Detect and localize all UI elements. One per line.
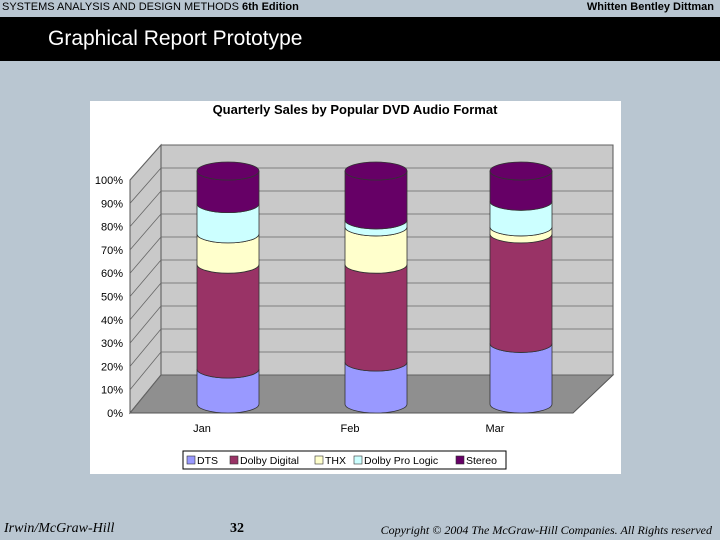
legend-swatch <box>186 455 196 465</box>
y-tick-label: 60% <box>101 268 123 280</box>
legend-label: Dolby Digital <box>240 455 299 467</box>
gridline <box>129 282 613 321</box>
y-tick-label: 20% <box>101 361 123 373</box>
legend-swatch <box>229 455 239 465</box>
chart-bars <box>196 161 553 414</box>
gridline <box>129 213 613 251</box>
gridline <box>129 328 613 367</box>
legend-swatch <box>455 455 465 465</box>
y-tick-label: 80% <box>101 222 123 234</box>
y-tick-label: 70% <box>101 245 123 257</box>
y-tick-label: 10% <box>101 385 123 397</box>
gridline <box>129 167 613 204</box>
bar-segment <box>344 264 408 372</box>
legend-label: DTS <box>197 455 218 467</box>
top-bar: SYSTEMS ANALYSIS AND DESIGN METHODS 6th … <box>0 0 720 16</box>
edition-label: 6th Edition <box>242 1 299 13</box>
legend-swatch <box>314 455 324 465</box>
x-tick-label: Feb <box>341 423 360 435</box>
gridline <box>129 305 613 344</box>
chart: Quarterly Sales by Popular DVD Audio For… <box>95 102 615 470</box>
y-tick-label: 90% <box>101 198 123 210</box>
gridline <box>129 374 613 414</box>
gridline <box>129 190 613 227</box>
footer-page-number: 32 <box>230 521 244 536</box>
y-tick-label: 30% <box>101 338 123 350</box>
authors: Whitten Bentley Dittman <box>586 1 714 13</box>
legend-label: Stereo <box>466 455 497 467</box>
gridline <box>129 259 613 297</box>
bar-segment <box>196 264 260 379</box>
legend-label: THX <box>325 455 346 467</box>
footer-publisher: Irwin/McGraw-Hill <box>4 521 115 536</box>
y-tick-label: 0% <box>107 408 123 420</box>
chart-title: Quarterly Sales by Popular DVD Audio For… <box>213 102 499 117</box>
y-tick-label: 100% <box>95 175 123 187</box>
y-tick-label: 50% <box>101 292 123 304</box>
x-tick-label: Jan <box>193 423 211 435</box>
slide-title: Graphical Report Prototype <box>48 27 303 50</box>
bar-top <box>196 161 260 181</box>
gridline <box>129 236 613 274</box>
y-axis: 0% 10% 20% 30% 40% 50% 60% 70% 80% 90% 100% <box>95 175 123 420</box>
book-title: SYSTEMS ANALYSIS AND DESIGN METHODS 6th … <box>2 1 299 13</box>
title-bar: Graphical Report Prototype <box>0 17 720 61</box>
x-axis: Jan Feb Mar <box>193 423 505 435</box>
legend-label: Dolby Pro Logic <box>364 455 438 467</box>
bar-segment <box>489 233 553 353</box>
gridline <box>129 144 613 181</box>
legend-box <box>182 450 507 470</box>
x-tick-label: Mar <box>486 423 505 435</box>
bar-top <box>344 161 408 181</box>
chart-legend: DTS Dolby Digital THX Dolby Pro Logic Stereo <box>182 450 507 470</box>
book-title-text: SYSTEMS ANALYSIS AND DESIGN METHODS <box>2 1 239 13</box>
chart-gridlines <box>129 144 613 414</box>
bar-segment <box>489 343 553 414</box>
footer-copyright: Copyright © 2004 The McGraw-Hill Compani… <box>380 523 712 537</box>
bar-top <box>489 161 553 181</box>
legend-swatch <box>353 455 363 465</box>
y-tick-label: 40% <box>101 315 123 327</box>
chart-frame: Quarterly Sales by Popular DVD Audio For… <box>90 101 621 474</box>
gridline <box>129 351 613 390</box>
